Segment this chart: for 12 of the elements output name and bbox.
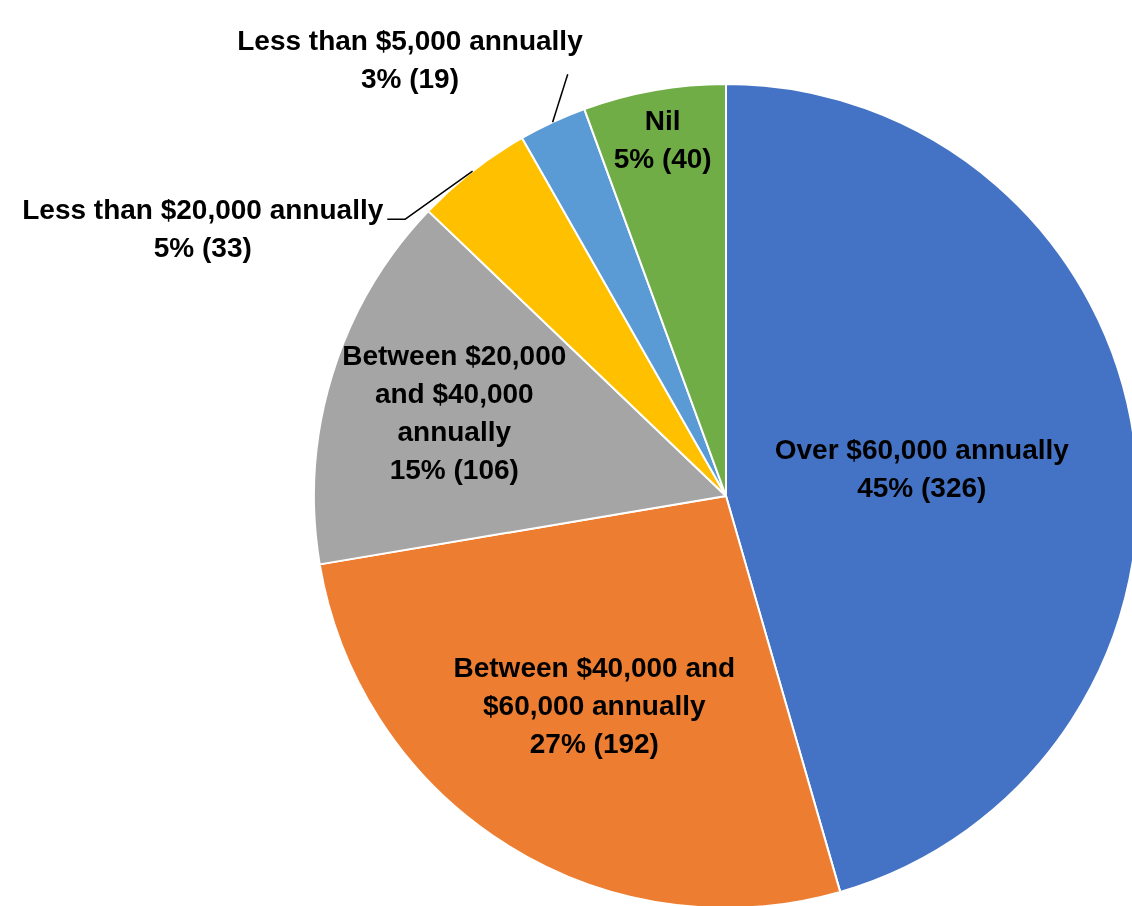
- data-label: 15% (106): [389, 454, 519, 486]
- data-label: 45% (326): [857, 472, 987, 504]
- data-label: 5% (33): [153, 232, 252, 263]
- slice-label: Less than $5,000 annually: [237, 25, 584, 57]
- data-label: 27% (192): [529, 728, 659, 760]
- slice-label: Between $20,000 and $40,000 annually: [342, 340, 567, 448]
- data-label: 3% (19): [360, 63, 460, 95]
- slice-label: Less than $20,000 annually: [22, 194, 384, 225]
- slice-label: Over $60,000 annually: [774, 434, 1070, 466]
- data-label: 5% (40): [613, 142, 712, 174]
- slice-label: Nil: [644, 104, 681, 136]
- slice-label: Between $40,000 and $60,000 annually: [453, 652, 736, 722]
